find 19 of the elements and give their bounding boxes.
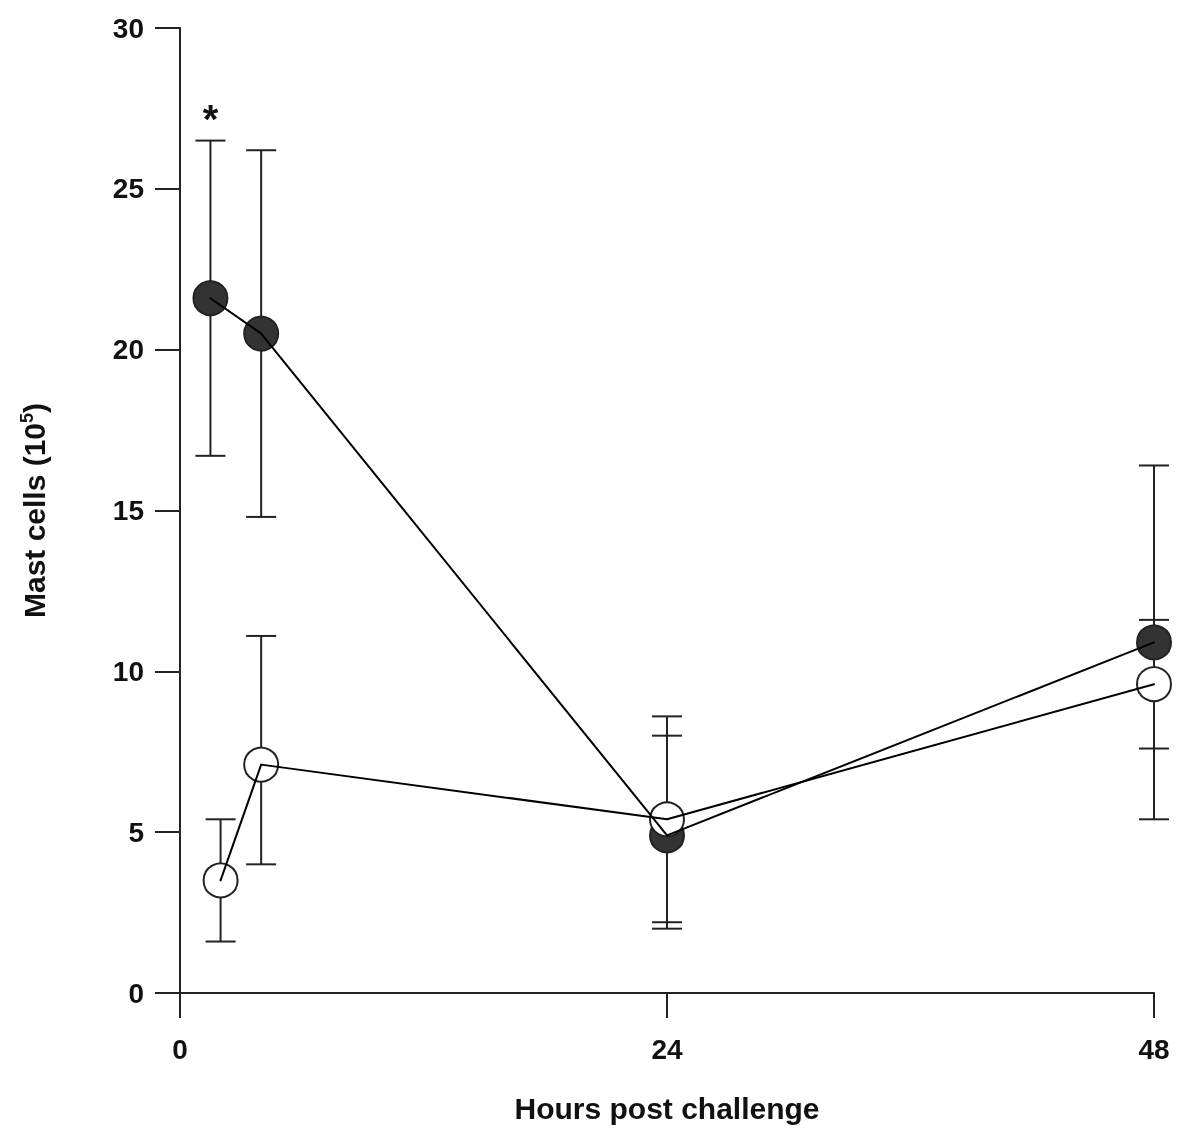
x-tick-label: 24 [651,1033,683,1065]
point [1136,666,1172,703]
annotation: * [202,96,219,141]
y-tick-label: 20 [112,334,144,366]
point [243,315,280,352]
y-tick-label: 30 [112,12,144,44]
point [243,746,280,783]
y-tick-label: 5 [128,816,144,848]
y-tick-label: 25 [112,173,144,205]
point [1136,624,1172,661]
y-tick-label: 0 [128,977,144,1009]
point [192,280,229,317]
x-tick-label: 0 [172,1033,188,1065]
y-tick-label: 15 [112,495,144,526]
point [202,862,239,899]
y-tick-label: 10 [112,655,144,687]
y-axis-title: Mast cells (105) [17,402,51,619]
x-tick-label: 48 [1138,1033,1170,1065]
x-axis-title: Hours post challenge [514,1091,820,1125]
